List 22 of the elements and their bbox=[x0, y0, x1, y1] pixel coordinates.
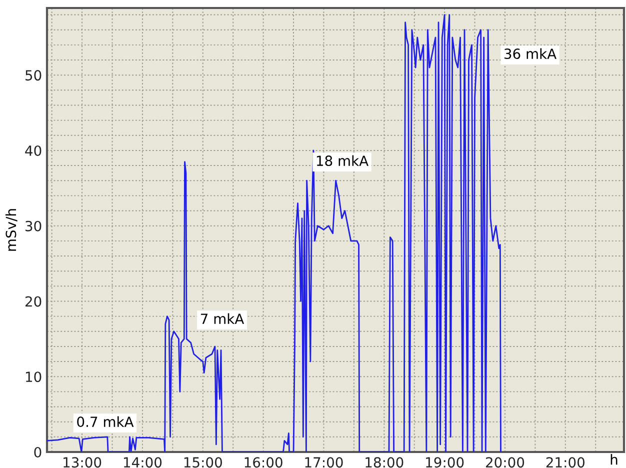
x-tick-label: 18:00 bbox=[366, 457, 404, 468]
x-tick-label: 14:00 bbox=[124, 457, 162, 468]
x-tick-label: 16:00 bbox=[244, 457, 282, 468]
x-tick-label: 17:00 bbox=[305, 457, 343, 468]
x-tick-label: 13:00 bbox=[64, 457, 102, 468]
annotation: 18 mkA bbox=[316, 155, 368, 166]
y-tick-label: 0 bbox=[34, 446, 42, 458]
x-tick-label: 20:00 bbox=[486, 457, 524, 468]
line-series bbox=[47, 14, 502, 452]
y-tick-label: 20 bbox=[25, 296, 42, 307]
y-tick-label: 30 bbox=[26, 220, 42, 232]
annotation: 0.7 mkA bbox=[77, 416, 134, 428]
x-tick-label: 19:00 bbox=[426, 457, 464, 468]
y-tick-label: 40 bbox=[25, 145, 42, 156]
annotation: 36 mkA bbox=[504, 48, 556, 60]
annotation: 7 mkA bbox=[200, 313, 244, 324]
x-tick-label: 21:00 bbox=[546, 457, 584, 468]
y-axis-title: mSv/h bbox=[5, 209, 18, 251]
y-tick-label: 50 bbox=[26, 70, 42, 81]
x-axis-title: h bbox=[610, 454, 618, 465]
y-tick-label: 10 bbox=[26, 372, 42, 382]
x-tick-label: 15:00 bbox=[184, 457, 222, 468]
